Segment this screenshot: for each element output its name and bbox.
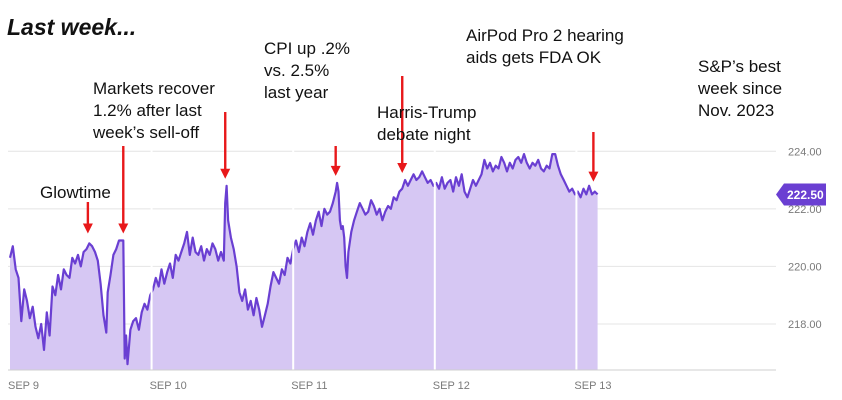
price-area: [10, 154, 598, 370]
last-price-tag: 222.50: [776, 183, 826, 206]
day-separators: [150, 130, 578, 370]
line-layer: [8, 153, 599, 366]
annotation-arrows: [82, 76, 599, 234]
area-layer: [10, 154, 598, 370]
last-price-label: 222.50: [787, 188, 824, 202]
annotation-arrowhead: [330, 165, 341, 176]
annotation-text: Harris-Trump debate night: [377, 103, 477, 144]
y-tick-label: 220.00: [788, 261, 822, 273]
y-tick-label: 222.00: [788, 204, 822, 216]
annotation-text: AirPod Pro 2 hearing aids gets FDA OK: [466, 26, 624, 67]
annotation-arrowhead: [397, 163, 408, 174]
x-tick-label: SEP 13: [574, 380, 611, 392]
annotation-arrowhead: [588, 171, 599, 182]
annotation-arrowhead: [82, 223, 93, 234]
last-price-tag-box: [776, 183, 826, 206]
x-tick-label: SEP 10: [150, 380, 187, 392]
annotation-text: Markets recover 1.2% after last week’s s…: [93, 79, 215, 142]
y-tick-label: 224.00: [788, 146, 822, 158]
x-tick-label: SEP 12: [433, 380, 470, 392]
annotation-text: S&P’s best week since Nov. 2023: [698, 57, 783, 120]
axes: 224.00 222.00 220.00 218.00 SEP 9 SEP 10 SEP 1…: [8, 146, 822, 392]
annotation-arrowhead: [220, 168, 231, 179]
annotation-text: CPI up .2% vs. 2.5% last year: [264, 39, 350, 102]
y-tick-label: 218.00: [788, 319, 822, 331]
x-tick-label: SEP 11: [291, 380, 327, 392]
annotation-text: Glowtime: [40, 183, 111, 202]
price-line: [8, 153, 599, 366]
x-tick-label: SEP 9: [8, 380, 39, 392]
chart-heading: Last week...: [7, 14, 137, 40]
annotation-arrowhead: [118, 223, 129, 234]
